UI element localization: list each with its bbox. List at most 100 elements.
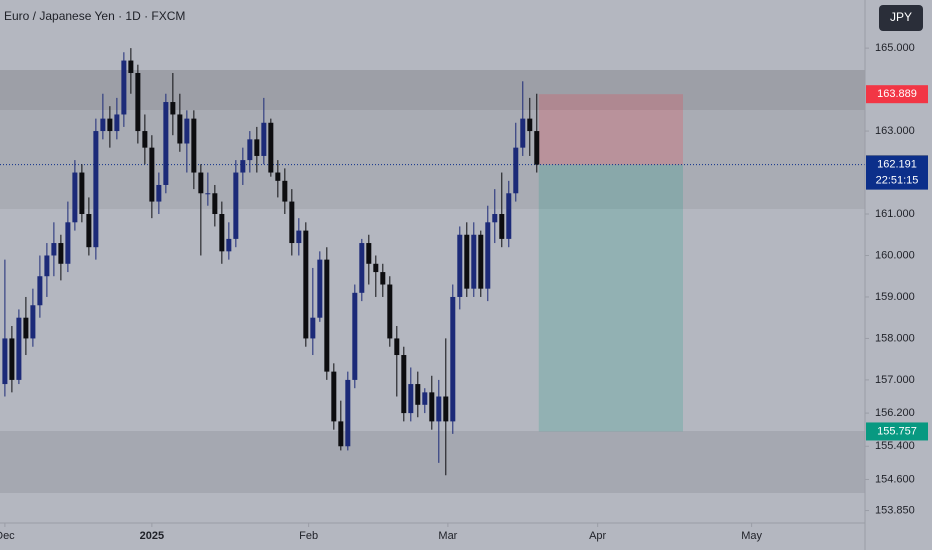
candle-body (149, 147, 155, 202)
y-tick-label: 158.000 (875, 332, 915, 344)
candle-body (380, 272, 386, 285)
candle-body (37, 276, 43, 306)
candle-body (352, 292, 358, 380)
candle-body (485, 222, 491, 289)
candle-body (247, 139, 253, 161)
candle-body (191, 118, 197, 173)
candle-body (471, 234, 477, 289)
candle-body (324, 259, 330, 372)
candle-body (16, 317, 22, 380)
candle-body (79, 172, 85, 215)
candle-body (128, 60, 134, 73)
y-tick-label: 154.600 (875, 473, 915, 485)
x-tick-label: Apr (589, 530, 606, 542)
candle-body (457, 234, 463, 297)
resistance-zone-core (0, 70, 865, 110)
candle-body (163, 102, 169, 185)
candle-body (345, 379, 351, 447)
candle-body (359, 243, 365, 293)
candle-body (219, 214, 225, 252)
stop-loss-zone (538, 94, 683, 165)
candle-body (394, 338, 400, 356)
candle-body (366, 243, 372, 264)
candle-body (170, 102, 176, 115)
candle-body (121, 60, 127, 115)
candle-body (58, 243, 64, 264)
candle-body (44, 255, 50, 277)
candle-body (317, 259, 323, 318)
candle-body (422, 392, 428, 405)
candle-body (86, 214, 92, 248)
candle-body (520, 118, 526, 148)
candle-body (51, 243, 57, 256)
x-tick-label: 2025 (140, 530, 164, 542)
candle-body (156, 184, 162, 202)
x-tick-label: May (741, 530, 762, 542)
candle-body (268, 122, 274, 173)
price-label-bg (866, 85, 928, 104)
candle-body (72, 172, 78, 223)
candle-body (233, 172, 239, 239)
candle-body (240, 160, 246, 173)
candle-body (226, 238, 232, 252)
candle-body (107, 118, 113, 132)
candle-body (275, 172, 281, 181)
candle-body (261, 122, 267, 156)
take-profit-zone (538, 164, 683, 432)
candle-body (310, 317, 316, 339)
candle-body (492, 214, 498, 223)
candle-body (331, 371, 337, 422)
candle-body (30, 305, 36, 339)
price-label: 155.757 (877, 425, 917, 437)
candle-body (9, 338, 15, 380)
candle-body (23, 317, 29, 339)
candle-body (65, 222, 71, 264)
candle-body (135, 72, 141, 132)
candle-body (506, 193, 512, 239)
candle-body (100, 118, 106, 132)
x-tick-label: Dec (0, 530, 15, 542)
price-label: 162.191 (877, 159, 917, 171)
candle-body (303, 230, 309, 339)
candle-body (513, 147, 519, 194)
candle-body (534, 131, 540, 165)
candle-body (198, 172, 204, 194)
chart-title: Euro / Japanese Yen · 1D · FXCM (4, 9, 185, 23)
candle-body (254, 139, 260, 156)
candle-body (212, 193, 218, 215)
x-tick-label: Mar (438, 530, 457, 542)
y-tick-label: 159.000 (875, 291, 915, 303)
currency-button[interactable] (879, 5, 923, 31)
candle-body (429, 392, 435, 422)
candle-body (527, 118, 533, 132)
y-tick-label: 153.850 (875, 504, 915, 516)
y-tick-label: 161.000 (875, 208, 915, 220)
x-tick-label: Feb (299, 530, 318, 542)
price-label: 163.889 (877, 88, 917, 100)
candle-body (142, 131, 148, 148)
y-tick-label: 163.000 (875, 125, 915, 137)
candle-body (464, 234, 470, 289)
candle-body (450, 296, 456, 422)
candle-body (408, 384, 414, 414)
support-zone (0, 431, 865, 493)
y-tick-label: 155.400 (875, 440, 915, 452)
candle-body (443, 396, 449, 422)
currency-label[interactable]: JPY (890, 10, 912, 24)
candle-body (401, 355, 407, 414)
candle-body (338, 421, 344, 447)
plot-area (0, 48, 865, 476)
candle-body (114, 114, 120, 132)
countdown: 22:51:15 (876, 175, 919, 187)
price-label-bg (866, 422, 928, 441)
y-tick-label: 160.000 (875, 249, 915, 261)
candle-body (93, 131, 99, 248)
y-tick-label: 156.200 (875, 407, 915, 419)
candle-body (478, 234, 484, 289)
candle-body (2, 338, 8, 385)
candle-body (205, 193, 211, 195)
y-tick-label: 165.000 (875, 42, 915, 54)
candle-body (177, 114, 183, 144)
candle-body (373, 263, 379, 273)
